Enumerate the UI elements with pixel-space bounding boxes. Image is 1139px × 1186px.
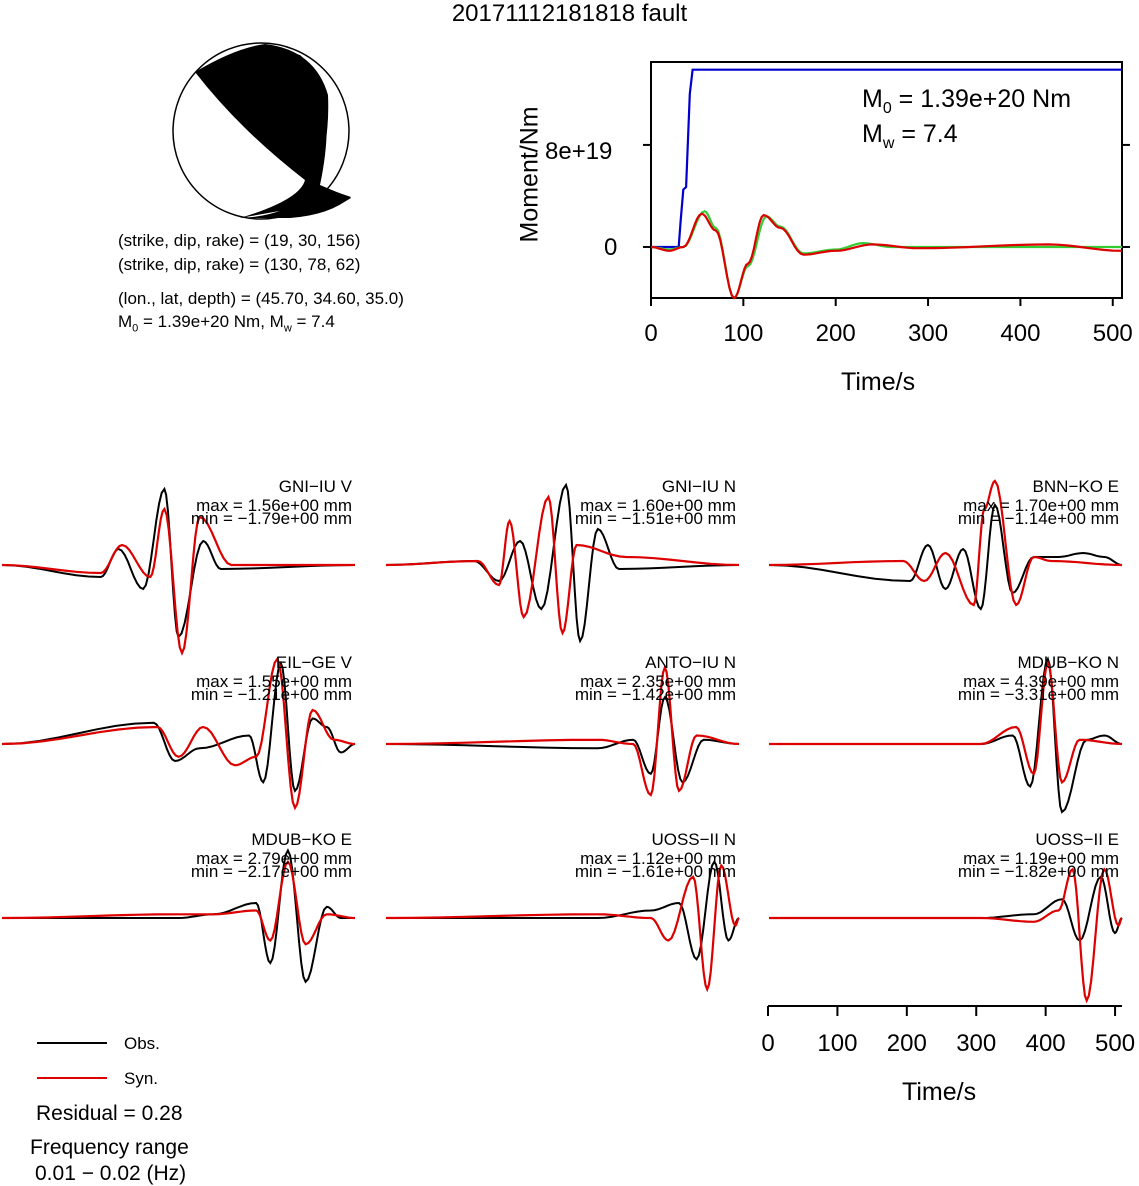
residual-text: Residual = 0.28 [36,1102,183,1125]
waveform-panel-1-min: min = −1.51e+00 mm [574,509,736,528]
waveform-panel-6-min: min = −2.17e+00 mm [190,862,352,881]
waveform-panel-0-max: max = 1.56e+00 mm [196,496,352,515]
moment-m0-annotation: M0 = 1.39e+20 Nm [862,85,1072,117]
moment-xtick-label-0: 0 [644,320,658,347]
waveform-panel-0-min: min = −1.79e+00 mm [190,509,352,528]
waveform-panel-4 [385,664,740,797]
waveform-panel-6-name: MDUB−KO E [251,830,352,849]
moment-xtick-label-4: 400 [1000,320,1041,347]
frequency-range-title: Frequency range [30,1136,189,1159]
nodal-plane-2: (strike, dip, rake) = (130, 78, 62) [118,255,361,274]
waveform-panel-1-max: max = 1.60e+00 mm [580,496,736,515]
waveform-panel-5-name: MDUB−KO N [1017,653,1119,672]
waveform-panel-7-name: UOSS−II N [651,830,736,849]
waveform-panel-3 [1,656,356,811]
waveform-syn-1 [385,494,740,636]
waveform-panel-8-name: UOSS−II E [1035,830,1119,849]
frequency-range-value: 0.01 − 0.02 (Hz) [35,1162,187,1185]
waveform-obs-5 [769,656,1123,814]
moment-ylabel: Moment/Nm [515,106,544,243]
moment-xtick-label-2: 200 [815,320,856,347]
waveform-panel-5-min: min = −3.31e+00 mm [957,685,1119,704]
waveform-obs-8 [769,875,1123,942]
waveform-panel-4-max: max = 2.35e+00 mm [580,672,736,691]
waveform-syn-3 [1,656,356,811]
waveform-panel-0 [1,486,356,656]
waveform-panel-1 [385,482,740,644]
waveform-panels [1,479,1123,1004]
waveform-obs-3 [1,660,356,793]
beachball-diagram [172,42,351,220]
waveform-panel-7 [385,859,740,993]
waveform-axis-ticks [767,1006,1117,1016]
nodal-plane-1: (strike, dip, rake) = (19, 30, 156) [118,231,361,250]
waveform-panel-1-name: GNI−IU N [661,477,736,496]
waveform-xtick-label-5: 500 [1095,1030,1136,1057]
moment-xtick-label-3: 300 [908,320,949,347]
waveform-syn-4 [385,664,740,797]
waveform-panel-0-name: GNI−IU V [278,477,352,496]
waveform-panel-8 [769,867,1123,1004]
moment-xtick-label-5: 500 [1092,320,1133,347]
moment-series-line-0 [651,68,1122,249]
moment-ytick-0: 0 [604,234,618,261]
waveform-xtick-label-0: 0 [761,1030,775,1057]
waveform-xlabel: Time/s [902,1078,977,1106]
waveform-panel-3-min: min = −1.21e+00 mm [190,685,352,704]
moment-series-line-1 [650,210,1122,300]
waveform-panel-3-max: max = 1.55e+00 mm [196,672,352,691]
waveform-syn-7 [385,863,740,993]
beachball-compressional-3 [240,183,351,218]
waveform-panel-6-max: max = 2.79e+00 mm [196,849,352,868]
waveform-panel-2 [768,479,1123,611]
waveform-panel-3-name: EIL−GE V [275,653,352,672]
waveform-panel-8-min: min = −1.82e+00 mm [957,862,1119,881]
waveform-panel-7-max: max = 1.12e+00 mm [580,849,736,868]
waveform-obs-2 [768,502,1123,611]
waveform-panel-7-min: min = −1.61e+00 mm [574,862,736,881]
moment-series-line-2 [650,212,1123,300]
moment-series [650,68,1123,300]
waveform-syn-8 [769,867,1123,1004]
waveform-panel-5-max: max = 4.39e+00 mm [963,672,1119,691]
legend-syn-label: Syn. [124,1069,159,1088]
hypocenter-text: (lon., lat, depth) = (45.70, 34.60, 35.0… [118,289,404,308]
waveform-panel-2-min: min = −1.14e+00 mm [957,509,1119,528]
waveform-syn-2 [768,479,1123,607]
waveform-xtick-label-2: 200 [886,1030,927,1057]
waveform-obs-7 [386,859,740,961]
waveform-syn-6 [1,859,356,946]
figure-title: 20171112181818 fault [451,0,688,27]
waveform-panel-2-name: BNN−KO E [1032,477,1119,496]
waveform-panel-8-max: max = 1.19e+00 mm [963,849,1119,868]
moment-xlabel: Time/s [841,368,916,396]
moment-summary: M0 = 1.39e+20 Nm, Mw = 7.4 [118,312,335,335]
waveform-syn-0 [1,506,355,656]
waveform-xtick-label-4: 400 [1025,1030,1066,1057]
waveform-panel-5 [769,656,1123,814]
waveform-xtick-label-3: 300 [956,1030,997,1057]
waveform-panel-4-min: min = −1.42e+00 mm [574,685,736,704]
waveform-syn-5 [769,660,1123,785]
moment-axis-ticks [643,143,1130,306]
moment-mw-annotation: Mw = 7.4 [862,120,958,152]
moment-ytick-8e19: 8e+19 [545,138,613,165]
moment-plot-frame [650,61,1123,299]
waveform-obs-0 [1,486,356,640]
waveform-panel-2-max: max = 1.70e+00 mm [963,496,1119,515]
waveform-panel-4-name: ANTO−IU N [645,653,736,672]
waveform-panel-6 [1,848,356,984]
legend-obs-label: Obs. [124,1034,160,1053]
beachball-compressional-2 [195,44,329,180]
moment-xtick-label-1: 100 [723,320,764,347]
waveform-xtick-label-1: 100 [817,1030,858,1057]
